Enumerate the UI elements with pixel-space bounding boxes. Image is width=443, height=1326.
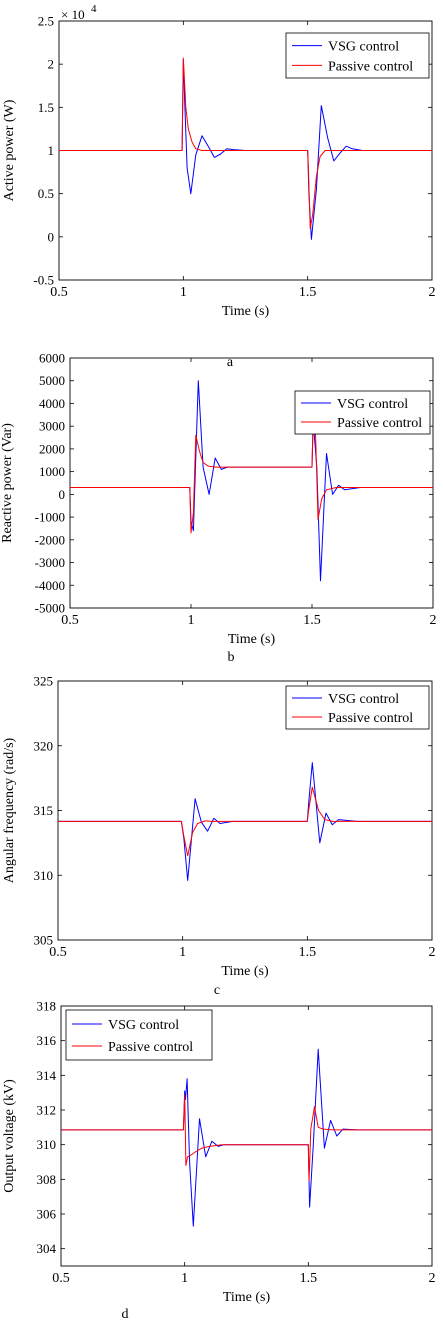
y-tick-label: 1.5: [38, 100, 54, 115]
y-tick-label: -2000: [35, 532, 65, 547]
y-tick-label: 0: [48, 229, 55, 244]
chart-panel-c: 0.5 1 1.5 2 325 320 315 310 305 Time (s) Angular f…: [2, 674, 436, 999]
legend: VSG control Passive control: [65, 1009, 213, 1061]
y-axis-label: Output voltage (kV): [2, 1079, 17, 1193]
y-tick-label: 308: [37, 1172, 57, 1187]
plot-frame: [60, 1005, 433, 1267]
chart-panel-b: 0.5 1 1.5 2 6000 5000 4000 3000 2000 1000 0 -1000 -2…: [0, 351, 437, 666]
y-tick-label: 3000: [39, 419, 65, 434]
x-tick-label: 1.5: [303, 613, 321, 628]
series-line-vsg: [61, 1048, 432, 1227]
legend-box: [65, 1009, 213, 1061]
y-tick-label: 318: [37, 999, 57, 1014]
x-tick-label: 0.5: [61, 613, 79, 628]
x-tick-label: 1: [179, 945, 186, 960]
series-line-passive: [70, 414, 433, 534]
chart-panel-d: 0.5 1 1.5 2 318 316 314 312 310 308 306 304 Time (s)…: [2, 999, 436, 1323]
panel-caption: a: [227, 355, 234, 370]
y-tick-label: 306: [37, 1207, 57, 1222]
y-tick-label: 312: [37, 1103, 57, 1118]
y-tick-label: -0.5: [33, 273, 54, 288]
exponent-label: × 10: [61, 7, 85, 22]
series-line-vsg: [59, 59, 432, 240]
y-axis-label: Reactive power (Var): [0, 423, 15, 543]
y-tick-label: 6000: [39, 351, 65, 366]
y-tick-label: -3000: [35, 555, 65, 570]
x-tick-label: 0.5: [49, 945, 67, 960]
plot-area: [61, 1048, 432, 1227]
x-axis-label: Time (s): [221, 964, 269, 979]
y-tick-label: 0.5: [38, 186, 54, 201]
y-tick-label: 4000: [39, 396, 65, 411]
series-line-passive: [61, 1093, 432, 1182]
x-tick-label: 0.5: [50, 285, 68, 300]
x-axis-label: Time (s): [223, 1290, 271, 1305]
y-tick-label: 5000: [39, 373, 65, 388]
x-axis-label: Time (s): [222, 304, 270, 319]
x-tick-label: 0.5: [52, 1271, 70, 1286]
legend-label-passive: Passive control: [337, 416, 422, 431]
x-tick-label: 1.5: [299, 285, 317, 300]
y-tick-label: 2: [48, 57, 55, 72]
y-tick-label: 314: [37, 1068, 57, 1083]
y-tick-label: 310: [37, 1137, 57, 1152]
panel-caption: d: [122, 1307, 129, 1322]
plot-area: [59, 57, 432, 240]
x-tick-label: 1.5: [300, 1271, 318, 1286]
x-tick-label: 2: [429, 285, 436, 300]
y-tick-label: 304: [37, 1241, 57, 1256]
legend-label-vsg: VSG control: [328, 692, 399, 707]
x-tick-label: 1.5: [299, 945, 317, 960]
x-tick-label: 2: [429, 945, 436, 960]
y-tick-label: 325: [34, 674, 54, 689]
y-tick-label: 1000: [39, 464, 65, 479]
series-line-passive: [59, 57, 432, 229]
y-tick-label: 1: [48, 143, 55, 158]
legend-label-passive: Passive control: [108, 1040, 193, 1055]
y-axis-label: Active power (W): [2, 99, 17, 201]
y-tick-label: -1000: [35, 510, 65, 525]
panel-caption: b: [228, 650, 235, 665]
legend-box: [285, 32, 430, 79]
legend-label-vsg: VSG control: [328, 40, 399, 55]
y-tick-label: 2.5: [38, 14, 54, 29]
x-tick-label: 1: [180, 285, 187, 300]
plot-area: [70, 380, 433, 582]
y-tick-label: 316: [37, 1033, 57, 1048]
legend-label-vsg: VSG control: [108, 1018, 179, 1033]
y-tick-label: 305: [34, 933, 54, 948]
y-tick-label: 315: [34, 803, 54, 818]
exponent-power: 4: [91, 3, 97, 15]
panel-caption: c: [214, 983, 220, 998]
series-line-passive: [58, 786, 432, 857]
legend-box: [285, 685, 430, 730]
y-tick-label: -4000: [35, 578, 65, 593]
chart-panel-a: 0.5 1 1.5 2 -0.5 0 0.5 1 1.5 2 2.5 × 10 4 Time (s) Act…: [2, 3, 436, 370]
plot-frame: [69, 357, 434, 609]
y-tick-label: 2000: [39, 441, 65, 456]
legend: VSG control Passive control: [285, 685, 430, 730]
x-axis-label: Time (s): [228, 632, 276, 647]
legend: VSG control Passive control: [285, 32, 430, 79]
legend: VSG control Passive control: [294, 390, 431, 435]
y-tick-label: 310: [34, 868, 54, 883]
legend-label-passive: Passive control: [328, 711, 413, 726]
y-tick-label: 0: [59, 487, 66, 502]
y-tick-label: -5000: [35, 601, 65, 616]
x-tick-label: 1: [188, 613, 195, 628]
legend-label-vsg: VSG control: [337, 397, 408, 412]
legend-box: [294, 390, 431, 435]
plot-area: [58, 762, 432, 881]
x-tick-label: 2: [429, 1271, 436, 1286]
y-tick-label: 320: [34, 738, 54, 753]
x-tick-label: 1: [181, 1271, 188, 1286]
x-tick-label: 2: [430, 613, 437, 628]
legend-label-passive: Passive control: [328, 59, 413, 74]
y-axis-label: Angular frequency (rad/s): [2, 737, 17, 883]
